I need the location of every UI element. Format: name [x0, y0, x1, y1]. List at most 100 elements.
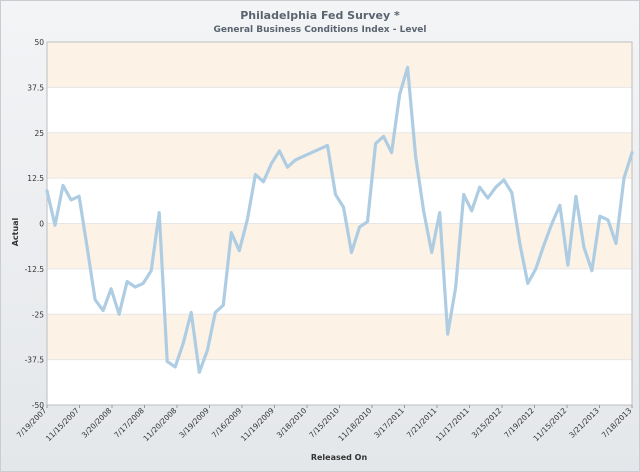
x-axis-label: Released On — [311, 453, 368, 462]
y-tick-label: 0 — [39, 220, 44, 229]
data-point — [294, 158, 297, 162]
data-point — [342, 205, 345, 209]
data-point — [574, 195, 578, 198]
y-tick-label: 50 — [34, 38, 44, 47]
x-tick-label: 7/17/2008 — [112, 406, 146, 440]
x-tick-label: 3/21/2013 — [567, 406, 601, 440]
data-point — [238, 249, 241, 252]
series-line — [45, 65, 634, 374]
data-point — [414, 155, 417, 158]
x-tick-label: 11/17/2011 — [434, 406, 471, 443]
data-point — [358, 225, 361, 229]
x-tick-label: 11/15/2012 — [531, 406, 568, 443]
grid-band — [47, 132, 632, 179]
grid-band — [47, 223, 632, 269]
x-tick-label: 3/18/2010 — [275, 406, 309, 440]
data-point — [53, 224, 57, 227]
data-point — [542, 244, 546, 247]
x-tick-label: 7/18/2013 — [600, 406, 634, 440]
data-point — [77, 195, 81, 198]
data-point — [318, 147, 321, 151]
data-point — [390, 151, 393, 154]
data-point — [198, 371, 201, 374]
data-point — [622, 176, 626, 180]
data-point — [518, 242, 522, 245]
data-point — [149, 269, 153, 272]
data-point — [214, 311, 217, 314]
data-point — [462, 193, 465, 196]
data-point — [598, 215, 602, 218]
data-point — [502, 178, 505, 182]
data-point — [510, 191, 513, 194]
data-point — [438, 211, 441, 214]
x-tick-label: 3/15/2012 — [470, 406, 504, 440]
data-point — [157, 211, 161, 214]
data-point — [614, 242, 618, 245]
data-point — [406, 66, 409, 69]
x-tick-label: 3/17/2011 — [372, 406, 406, 440]
x-tick-label: 11/18/2010 — [336, 406, 373, 443]
data-point — [334, 193, 337, 196]
data-point — [85, 245, 89, 249]
data-point — [534, 267, 538, 271]
data-point — [93, 298, 97, 301]
data-point — [310, 151, 313, 154]
data-point — [398, 93, 401, 96]
x-tick-label: 7/16/2009 — [210, 406, 244, 440]
data-point — [430, 251, 433, 254]
x-tick-label: 7/15/2010 — [307, 406, 341, 440]
data-point — [182, 342, 185, 345]
data-point — [254, 173, 257, 176]
data-point — [286, 166, 289, 169]
data-point — [61, 184, 65, 187]
data-point — [606, 218, 610, 222]
data-point — [550, 222, 554, 225]
data-point — [422, 209, 425, 212]
data-point — [69, 198, 73, 202]
data-point — [109, 287, 113, 291]
data-point — [446, 333, 449, 336]
data-point — [190, 311, 193, 314]
y-axis-label: Actual — [11, 217, 20, 246]
data-point — [382, 135, 385, 138]
data-point — [278, 149, 281, 153]
y-tick-label: -25 — [32, 310, 44, 319]
x-tick-label: 3/20/2008 — [80, 406, 114, 440]
data-point — [125, 280, 129, 283]
y-tick-label: 25 — [34, 129, 44, 138]
data-point — [230, 231, 233, 234]
x-tick-label: 7/19/2007 — [15, 406, 49, 440]
data-point — [166, 360, 169, 363]
x-tick-label: 11/15/2007 — [44, 406, 81, 443]
data-point — [101, 309, 105, 312]
data-point — [366, 220, 369, 223]
data-point — [174, 365, 177, 369]
data-point — [582, 245, 586, 249]
data-point — [494, 186, 497, 189]
y-tick-label: 12.5 — [27, 174, 44, 183]
data-point — [566, 264, 570, 267]
data-point — [590, 269, 594, 272]
data-point — [470, 209, 473, 212]
data-point — [630, 151, 634, 154]
x-tick-label: 7/19/2012 — [502, 406, 536, 440]
data-point — [141, 282, 145, 285]
grid-band — [47, 314, 632, 360]
data-point — [454, 285, 457, 289]
x-tick-label: 11/19/2009 — [239, 406, 276, 443]
data-point — [133, 285, 137, 289]
data-point — [526, 282, 530, 285]
x-tick-label: 7/21/2011 — [405, 406, 439, 440]
data-point — [45, 189, 49, 193]
data-point — [270, 162, 273, 165]
data-point — [558, 204, 562, 207]
data-point — [222, 303, 225, 307]
data-point — [326, 144, 329, 147]
data-point — [302, 155, 305, 158]
data-point — [478, 186, 481, 189]
chart-subtitle: General Business Conditions Index - Leve… — [213, 25, 427, 35]
x-tick-label: 3/19/2009 — [177, 406, 211, 440]
data-point — [374, 142, 377, 145]
data-point — [246, 218, 249, 222]
